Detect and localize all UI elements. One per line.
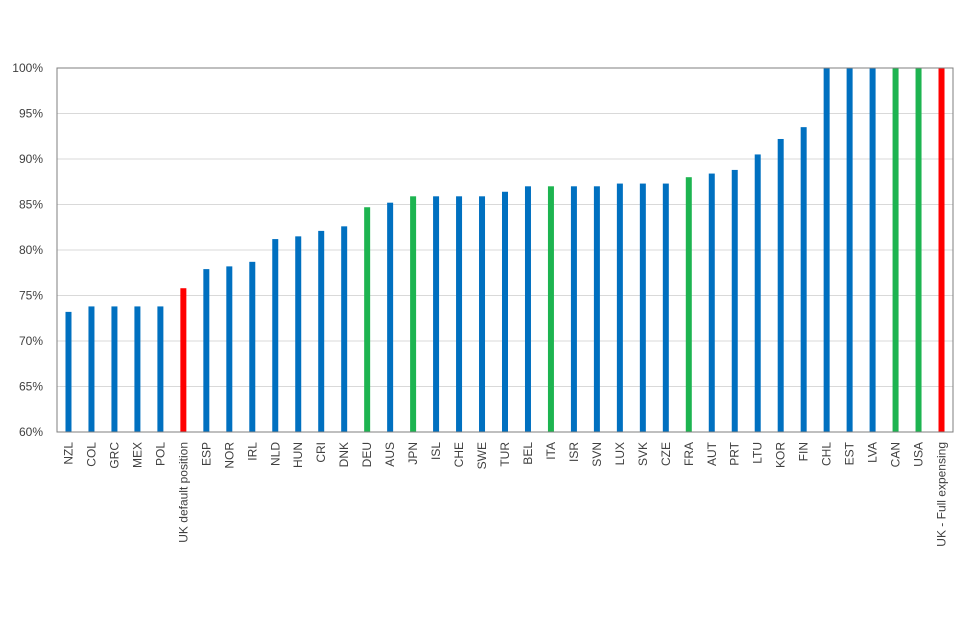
bar-tur xyxy=(502,191,508,432)
x-axis-labels: NZL COL GRC MEX POL UK default position ESP NOR… xyxy=(61,441,948,546)
bar-aus xyxy=(387,202,394,432)
bar-nzl xyxy=(65,311,72,432)
bar-nor xyxy=(226,266,233,432)
bar-usa xyxy=(915,68,922,432)
x-category-label: TUR xyxy=(498,442,512,467)
x-category-label: MEX xyxy=(130,442,144,468)
y-tick-label: 85% xyxy=(19,198,43,212)
bar-ltu xyxy=(754,154,761,432)
x-category-label: LVA xyxy=(866,442,880,463)
bar-col xyxy=(88,306,95,432)
x-category-label: CHL xyxy=(820,442,834,466)
x-category-label: CZE xyxy=(659,442,673,466)
x-category-label: UK default position xyxy=(176,442,190,543)
bar-prt xyxy=(731,169,738,433)
x-category-label: KOR xyxy=(774,442,788,468)
bar-ita xyxy=(547,186,554,432)
y-tick-label: 90% xyxy=(19,152,43,166)
x-category-label: USA xyxy=(912,442,926,467)
bar-cze xyxy=(662,183,669,432)
y-tick-label: 65% xyxy=(19,380,43,394)
bar-hun xyxy=(295,236,302,432)
x-category-label: NOR xyxy=(222,442,236,469)
x-category-label: NZL xyxy=(61,442,75,465)
x-category-label: SWE xyxy=(475,442,489,469)
x-category-label: HUN xyxy=(291,442,305,468)
y-tick-label: 70% xyxy=(19,334,43,348)
bar-uk-default-position xyxy=(180,288,187,432)
x-category-label: CRI xyxy=(314,442,328,463)
x-category-label: GRC xyxy=(107,442,121,469)
x-category-label: DEU xyxy=(360,442,374,467)
x-category-label: NLD xyxy=(268,442,282,466)
plot-area-border xyxy=(56,67,954,433)
bar-aut xyxy=(708,173,715,432)
y-tick-label: 80% xyxy=(19,243,43,257)
bar-fra xyxy=(685,177,692,432)
bar-che xyxy=(456,196,463,432)
x-category-label: JPN xyxy=(406,442,420,465)
bar-dnk xyxy=(341,226,348,432)
bar-bel xyxy=(524,186,531,432)
x-category-label: AUT xyxy=(705,441,719,466)
y-tick-label: 60% xyxy=(19,425,43,439)
x-category-label: ESP xyxy=(199,442,213,466)
bar-chl xyxy=(823,68,830,432)
bar-lux xyxy=(616,183,623,432)
bar-est xyxy=(846,68,853,432)
x-category-label: PRT xyxy=(728,441,742,465)
bar-svk xyxy=(639,183,646,432)
bar-cri xyxy=(318,230,325,432)
y-tick-label: 75% xyxy=(19,289,43,303)
y-tick-label: 100% xyxy=(12,61,43,75)
x-category-label: UK - Full expensing xyxy=(935,442,949,547)
x-category-label: CHE xyxy=(452,442,466,467)
x-category-label: CAN xyxy=(889,442,903,467)
bar-grc xyxy=(111,306,118,432)
x-category-label: ITA xyxy=(544,442,558,460)
y-tick-label: 95% xyxy=(19,107,43,121)
bars xyxy=(65,68,945,433)
x-category-label: POL xyxy=(153,442,167,466)
x-category-label: ISL xyxy=(429,442,443,460)
bar-kor xyxy=(777,138,784,433)
bar-fin xyxy=(800,127,807,433)
bar-swe xyxy=(479,196,486,432)
bar-lva xyxy=(869,68,876,432)
bar-can xyxy=(892,68,899,432)
x-category-label: SVN xyxy=(590,442,604,467)
y-axis-ticks: 60% 65% 70% 75% 80% 85% 90% 95% 100% xyxy=(12,61,43,439)
x-category-label: SVK xyxy=(636,442,650,466)
bar-nld xyxy=(272,239,279,432)
x-category-label: AUS xyxy=(383,442,397,467)
bar-isr xyxy=(570,186,577,432)
x-category-label: IRL xyxy=(245,442,259,461)
x-category-label: DNK xyxy=(337,442,351,467)
bar-svn xyxy=(593,186,600,432)
bar-isl xyxy=(433,196,440,432)
x-category-label: FIN xyxy=(797,442,811,461)
x-category-label: COL xyxy=(84,442,98,467)
x-category-label: FRA xyxy=(682,442,696,466)
x-category-label: EST xyxy=(843,441,857,465)
x-category-label: ISR xyxy=(567,442,581,462)
bar-mex xyxy=(134,306,141,432)
bar-irl xyxy=(249,261,256,432)
x-category-label: BEL xyxy=(521,442,535,465)
bar-jpn xyxy=(410,196,417,432)
x-category-label: LTU xyxy=(751,442,765,464)
bar-deu xyxy=(364,207,371,432)
bar-uk-full-expensing xyxy=(938,68,945,432)
x-category-label: LUX xyxy=(613,442,627,465)
bar-pol xyxy=(157,306,164,432)
bar-esp xyxy=(203,269,210,432)
